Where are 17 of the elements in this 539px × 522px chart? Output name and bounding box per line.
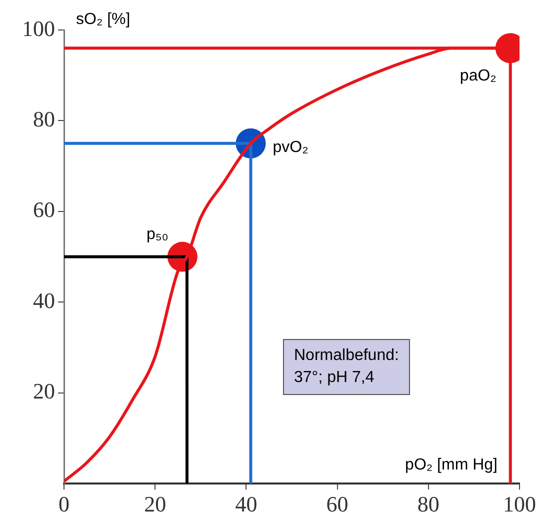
x-tick-label: 40 — [235, 492, 258, 517]
x-tick-label: 60 — [326, 492, 348, 517]
series-label: pvO₂ — [272, 138, 308, 156]
x-axis-title: pO₂ [mm Hg] — [405, 456, 498, 474]
y-tick-label: 60 — [33, 197, 55, 222]
x-tick-label: 20 — [144, 492, 166, 517]
y-tick-label: 20 — [33, 378, 55, 404]
annotation: Normalbefund: 37°; pH 7,4 — [283, 339, 410, 395]
series-label: paO₂ — [460, 68, 496, 85]
x-tick-label: 80 — [417, 492, 440, 517]
y-tick-label: 100 — [22, 16, 55, 41]
y-tick-label: 40 — [33, 288, 55, 313]
x-tick-label: 0 — [58, 492, 70, 517]
y-axis-title: sO₂ [%] — [76, 11, 130, 28]
x-tick-label: 100 — [503, 492, 536, 517]
y-tick-label: 80 — [33, 106, 55, 132]
series-label: p₅₀ — [146, 226, 168, 244]
